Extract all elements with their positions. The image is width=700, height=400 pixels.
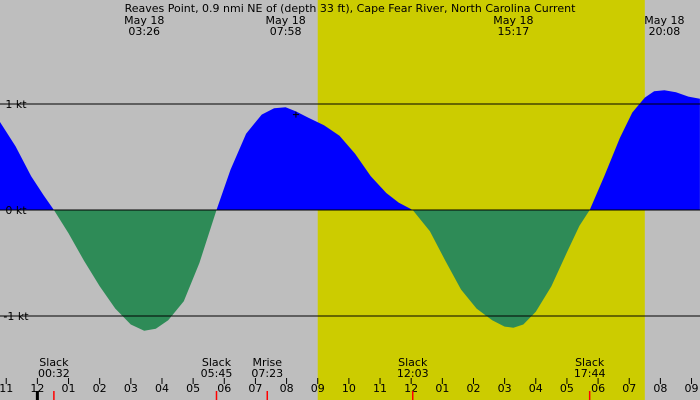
y-tick-label: 1 kt — [5, 98, 27, 111]
hour-axis: 11 12 01 02 03 04 05 06 07 08 09 10 11 12 01 02 03 04 05 06… — [0, 378, 699, 400]
hour-tick-label: 09 — [685, 382, 699, 395]
y-tick-label: 0 kt — [5, 204, 27, 217]
hour-tick-label: 03 — [124, 382, 138, 395]
bottom-event-label: Slack — [575, 356, 605, 369]
bottom-event-time: 00:32 — [38, 367, 70, 380]
y-gridlines — [0, 103, 700, 317]
chart-title: Reaves Point, 0.9 nmi NE of (depth 33 ft… — [125, 2, 576, 15]
hour-tick-label: 08 — [653, 382, 667, 395]
top-event-time: 07:58 — [270, 25, 302, 38]
bottom-event-label: Slack — [202, 356, 232, 369]
top-event-date: May 18 — [493, 14, 533, 27]
bottom-event-label: Mrise — [252, 356, 282, 369]
bottom-event-label: Slack — [39, 356, 69, 369]
hour-tick-label: 10 — [342, 382, 356, 395]
hour-tick-label: 05 — [560, 382, 574, 395]
hour-tick-label: 06 — [591, 382, 605, 395]
hour-tick-label: 09 — [311, 382, 325, 395]
hour-tick-label: 05 — [186, 382, 200, 395]
hour-tick-label: 02 — [466, 382, 480, 395]
top-event-date: May 18 — [124, 14, 164, 27]
hour-tick-label: 03 — [498, 382, 512, 395]
top-event-date: May 18 — [266, 14, 306, 27]
bottom-event-time: 12:03 — [397, 367, 429, 380]
current-time-marker — [292, 111, 299, 118]
hour-tick-label: 04 — [155, 382, 169, 395]
top-event-time: 03:26 — [128, 25, 160, 38]
top-event-time: 20:08 — [649, 25, 681, 38]
hour-tick-label: 02 — [93, 382, 107, 395]
bottom-event-labels: Slack00:32Slack05:45Mrise07:23Slack12:03… — [38, 356, 605, 380]
bottom-event-time: 05:45 — [201, 367, 233, 380]
hour-tick-label: 11 — [0, 382, 13, 395]
hour-tick-label: 12 — [404, 382, 418, 395]
y-tick-labels: 1 kt 0 kt -1 kt — [3, 98, 29, 323]
hour-tick-label: 01 — [62, 382, 76, 395]
bottom-event-label: Slack — [398, 356, 428, 369]
bottom-event-time: 07:23 — [251, 367, 283, 380]
y-tick-label: -1 kt — [3, 310, 29, 323]
top-event-date: May 18 — [644, 14, 684, 27]
bottom-event-time: 17:44 — [574, 367, 606, 380]
hour-tick-label: 07 — [622, 382, 636, 395]
hour-tick-label: 11 — [373, 382, 387, 395]
hour-tick-label: 04 — [529, 382, 543, 395]
top-event-time: 15:17 — [498, 25, 530, 38]
hour-tick-label: 01 — [435, 382, 449, 395]
flood-current-area — [0, 90, 700, 210]
hour-tick-label: 12 — [30, 382, 44, 395]
hour-tick-label: 06 — [217, 382, 231, 395]
ebb-current-area — [0, 210, 700, 331]
hour-tick-label: 08 — [280, 382, 294, 395]
hour-tick-label: 07 — [248, 382, 262, 395]
